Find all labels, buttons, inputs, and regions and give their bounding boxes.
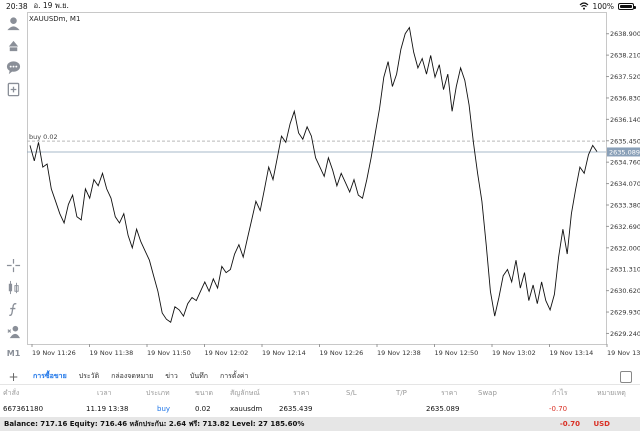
header-time: เวลา [97, 389, 112, 397]
trade-icon[interactable] [3, 34, 25, 56]
y-tick-label: 2630.620 [610, 287, 640, 295]
balance-summary: Balance: 717.16 Equity: 716.46 หลักประกั… [4, 419, 305, 428]
x-tick-label: 19 Nov 11:50 [147, 349, 191, 357]
function-icon[interactable] [3, 298, 25, 320]
x-tick-label: 19 Nov 11:26 [32, 349, 76, 357]
price-series-line [29, 26, 598, 324]
y-tick-label: 2638.900 [610, 30, 640, 38]
header-profit: กำไร [552, 389, 568, 397]
x-tick-label: 19 Nov 12:14 [262, 349, 306, 357]
header-order: คำสั่ง [3, 389, 20, 397]
tab-news[interactable]: ข่าว [165, 372, 178, 380]
chart-title: XAUUSDm, M1 [29, 15, 81, 23]
x-tick-label: 19 Nov 12:50 [435, 349, 479, 357]
y-tick-label: 2629.240 [610, 330, 640, 338]
y-tick-label: 2633.380 [610, 201, 640, 209]
order-type: buy [157, 405, 171, 413]
new-order-icon[interactable] [3, 78, 25, 100]
header-tp: T/P [396, 389, 407, 397]
chart-area[interactable]: 2638.900 2638.210 2637.520 2636.830 2636.140… [27, 12, 640, 364]
x-tick-label: 19 Nov 12:26 [320, 349, 364, 357]
balance-currency: USD [593, 420, 610, 428]
header-price-current: ราคา [441, 389, 458, 397]
buy-level-label: buy 0.02 [29, 133, 58, 141]
balance-profit: -0.70 [559, 420, 580, 428]
left-toolbar: M1 [0, 12, 27, 364]
status-bar: 20:38 อ. 19 พ.ย. 100% [0, 0, 640, 12]
y-tick-label: 2635.450 [610, 137, 640, 145]
table-header: คำสั่ง เวลา ประเภท ขนาด สัญลักษณ์ ราคา S… [0, 386, 640, 400]
tab-mailbox[interactable]: กล่องจดหมาย [111, 372, 154, 380]
order-time: 11.19 13:38 [86, 405, 129, 413]
status-date: อ. 19 พ.ย. [33, 1, 69, 10]
current-price-tag [607, 147, 640, 157]
plot-frame [27, 12, 607, 345]
chat-icon[interactable] [3, 56, 25, 78]
x-tick-label: 19 Nov 13:02 [492, 349, 536, 357]
y-tick-label: 2632.690 [610, 223, 640, 231]
y-tick-label: 2631.310 [610, 266, 640, 274]
y-tick-label: 2634.760 [610, 159, 640, 167]
y-tick-label: 2632.000 [610, 244, 640, 252]
add-icon[interactable]: + [8, 369, 19, 384]
y-tick-label: 2637.520 [610, 73, 640, 81]
order-size: 0.02 [195, 405, 211, 413]
account-icon[interactable] [3, 12, 25, 34]
y-tick-label: 2636.140 [610, 116, 640, 124]
x-tick-label: 19 Nov 12:02 [205, 349, 249, 357]
x-tick-label: 19 Nov 13:26 [607, 349, 640, 357]
tab-trade[interactable]: การซื้อขาย [33, 372, 67, 380]
candles-icon[interactable] [3, 276, 25, 298]
tab-settings[interactable]: การตั้งค่า [219, 372, 249, 380]
table-row[interactable]: 667361180 11.19 13:38 buy 0.02 xauusdm 2… [0, 402, 640, 416]
header-swap: Swap [478, 389, 497, 397]
expand-icon[interactable] [620, 371, 632, 383]
tab-history[interactable]: ประวัติ [78, 372, 100, 380]
battery-percent: 100% [592, 1, 614, 11]
y-tick-label: 2636.830 [610, 94, 640, 102]
terminal-tabs: + การซื้อขาย ประวัติ กล่องจดหมาย ข่าว บั… [0, 369, 640, 385]
header-comment: หมายเหตุ [597, 389, 626, 397]
x-tick-label: 19 Nov 12:38 [377, 349, 421, 357]
wifi-icon [579, 2, 588, 10]
timeframe-m1[interactable]: M1 [6, 348, 21, 358]
tab-journal[interactable]: บันทึก [189, 372, 208, 380]
order-price-open: 2635.439 [279, 405, 313, 413]
y-tick-label: 2629.930 [610, 309, 640, 317]
x-tick-label: 19 Nov 13:14 [550, 349, 594, 357]
header-size: ขนาด [195, 389, 214, 397]
header-price-open: ราคา [293, 389, 310, 397]
order-price-current: 2635.089 [426, 405, 460, 413]
header-type: ประเภท [146, 389, 170, 397]
header-symbol: สัญลักษณ์ [230, 389, 260, 397]
y-tick-label: 2638.210 [610, 52, 640, 60]
order-id: 667361180 [3, 405, 44, 413]
objects-icon[interactable] [3, 320, 25, 342]
header-sl: S/L [346, 389, 357, 397]
status-time: 20:38 [6, 1, 28, 11]
battery-icon [618, 2, 636, 10]
order-symbol: xauusdm [230, 405, 263, 413]
y-tick-label: 2634.070 [610, 180, 640, 188]
order-profit: -0.70 [549, 405, 568, 413]
x-tick-label: 19 Nov 11:38 [90, 349, 134, 357]
balance-bar: Balance: 717.16 Equity: 716.46 หลักประกั… [0, 417, 640, 431]
crosshair-icon[interactable] [3, 254, 25, 276]
price-chart[interactable]: 2638.900 2638.210 2637.520 2636.830 2636.140… [27, 12, 640, 364]
current-price-label: 2635.089 [609, 148, 640, 156]
